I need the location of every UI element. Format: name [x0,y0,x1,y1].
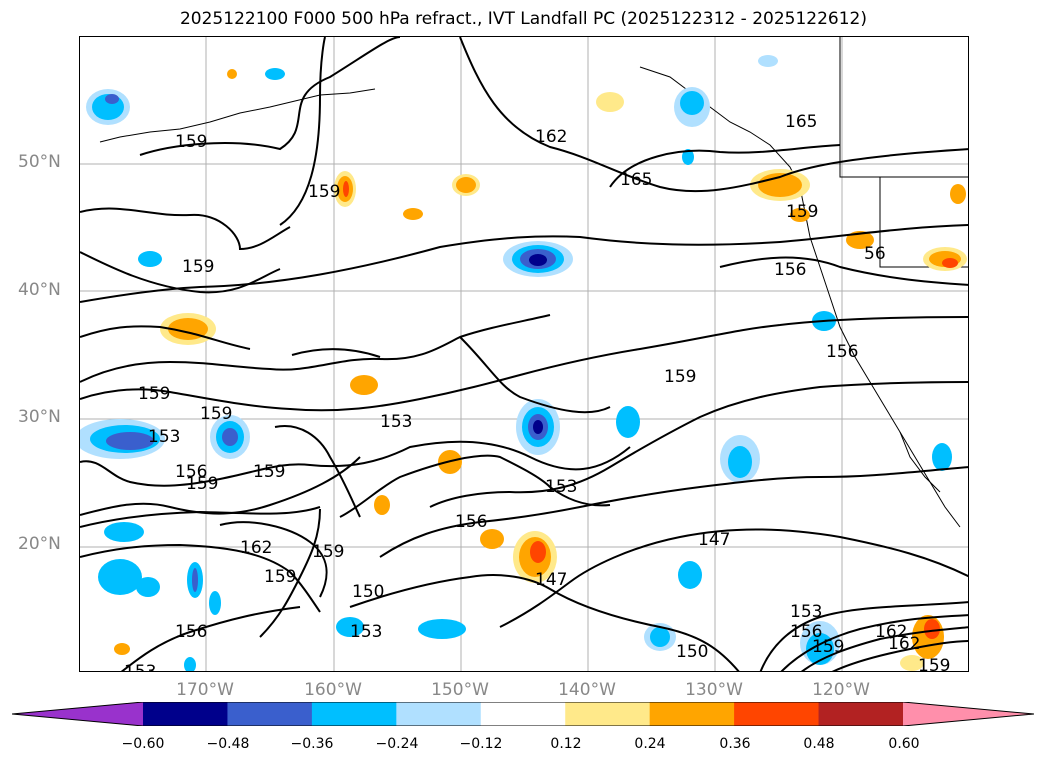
contour-label: 162 [875,622,907,642]
map-title: 2025122100 F000 500 hPa refract., IVT La… [179,9,867,29]
contour-label: 162 [535,127,567,147]
contour-label: 150 [676,642,708,662]
contour-label: 159 [264,567,296,587]
lat-label-20n: 20°N [18,534,61,554]
contour-label: 156 [175,622,207,642]
contour-label: 156 [455,512,487,532]
contour-label: 56 [864,244,886,264]
lon-label-170w: 170°W [176,680,234,700]
colorbar-cell [227,702,313,726]
colorbar-cell [734,702,820,726]
lon-label-120w: 120°W [812,680,870,700]
contour-label: 159 [812,637,844,657]
contour-label: 159 [200,404,232,424]
colorbar-extend-high [903,702,1034,726]
contour-label: 153 [380,412,412,432]
colorbar-cell [396,702,482,726]
colorbar [12,702,1034,726]
map-canvas: 159 162 165 165 159 159 159 156 56 156 1… [80,37,968,672]
contour-label: 153 [545,477,577,497]
contour-label: 153 [350,622,382,642]
lat-label-30n: 30°N [18,407,61,427]
colorbar-tick: 0.12 [550,736,582,752]
colorbar-tick: 0.36 [719,736,751,752]
colorbar-tick: −0.12 [459,736,503,752]
colorbar-cell [565,702,651,726]
contour-label: 162 [888,634,920,654]
colorbar-tick: −0.36 [290,736,334,752]
colorbar-cell [143,702,228,726]
colorbar-tick: 0.60 [888,736,920,752]
contour-label: 162 [240,538,272,558]
colorbar-tick: 0.24 [634,736,666,752]
colorbar-cell [818,702,904,726]
contour-label: 147 [535,570,567,590]
colorbar-cell [480,702,566,726]
lon-label-140w: 140°W [558,680,616,700]
lon-label-130w: 130°W [685,680,743,700]
contour-label: 159 [786,202,818,222]
contour-label: 150 [352,582,384,602]
contour-label: 159 [182,257,214,277]
colorbar-cells [143,702,904,726]
contour-label: 159 [312,542,344,562]
filled-anomalies [80,55,967,671]
contour-label: 159 [138,384,170,404]
colorbar-tick: 0.48 [803,736,835,752]
contour-label: 156 [826,342,858,362]
colorbar-extend-low [12,702,143,726]
contour-label: 156 [175,462,207,482]
contour-label: 159 [918,656,950,672]
contour-label: 156 [790,622,822,642]
lat-label-50n: 50°N [18,152,61,172]
contour-labels: 159 162 165 165 159 159 159 156 56 156 1… [124,112,950,672]
colorbar-tick: −0.48 [206,736,250,752]
refractivity-contours [80,37,968,671]
colorbar-tick: −0.24 [375,736,419,752]
contour-label: 165 [785,112,817,132]
contour-label: 159 [664,367,696,387]
colorbar-cell [649,702,735,726]
contour-label: 159 [175,132,207,152]
lon-label-160w: 160°W [304,680,362,700]
contour-label: 159 [253,462,285,482]
colorbar-cell [311,702,397,726]
contour-label: 153 [790,602,822,622]
contour-label: 153 [148,427,180,447]
contour-label: 159 [186,474,218,494]
contour-label: 156 [774,260,806,280]
contour-label: 165 [620,170,652,190]
contour-label: 147 [698,530,730,550]
contour-label: 159 [308,182,340,202]
map-panel: 159 162 165 165 159 159 159 156 56 156 1… [79,36,969,672]
lat-label-40n: 40°N [18,280,61,300]
lon-label-150w: 150°W [431,680,489,700]
colorbar-tick: −0.60 [121,736,165,752]
contour-label: 153 [124,662,156,672]
